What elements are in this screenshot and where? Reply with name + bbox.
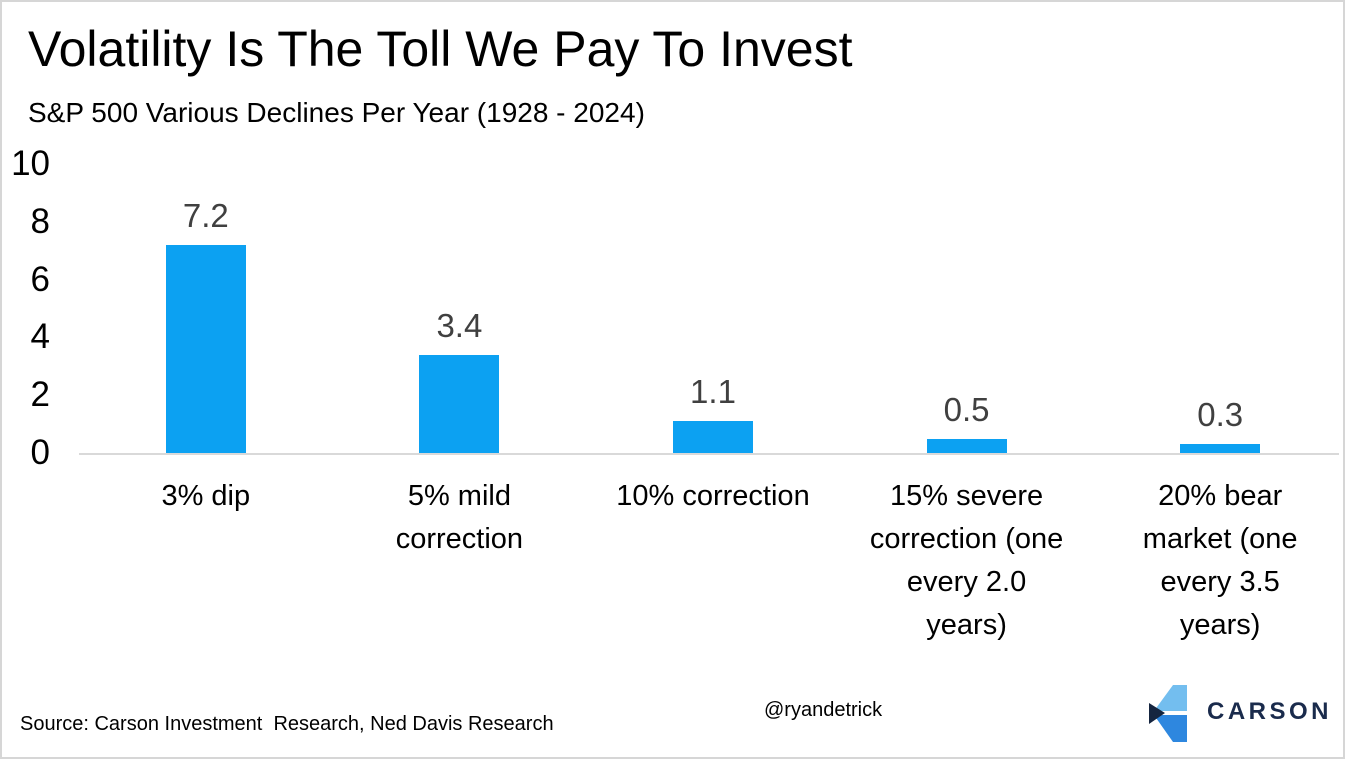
bar [1180, 444, 1261, 453]
y-tick-label: 6 [30, 259, 50, 299]
bar-slot: 3.4 [333, 164, 587, 453]
twitter-handle: @ryandetrick [764, 699, 883, 721]
x-category-label: 20% bear market (one every 3.5 years) [1142, 480, 1298, 641]
bar-slot: 7.2 [79, 164, 333, 453]
x-category-label: 10% correction [616, 480, 810, 512]
carson-logo-icon [1149, 685, 1187, 742]
bar [926, 438, 1007, 453]
bar-value-label: 0.5 [943, 390, 990, 428]
bar [419, 354, 500, 453]
y-axis: 10 8 6 4 2 0 [2, 146, 50, 471]
y-tick-label: 8 [30, 201, 50, 241]
x-category-label: 5% mild correction [395, 480, 524, 555]
bar-value-label: 7.2 [182, 196, 229, 234]
x-category-label: 3% dip [161, 480, 251, 512]
y-tick-label: 0 [30, 432, 50, 472]
chart-title: Volatility Is The Toll We Pay To Invest [28, 21, 853, 77]
x-axis-line [79, 453, 1339, 455]
bar-value-label: 3.4 [436, 306, 483, 344]
carson-logo: CARSON [1149, 685, 1332, 742]
bar-value-label: 1.1 [690, 373, 736, 411]
bar-slot: 0.5 [840, 164, 1094, 453]
bar [672, 421, 753, 453]
carson-logo-text: CARSON [1207, 697, 1333, 725]
bar [165, 244, 246, 453]
bar-value-label: 0.3 [1197, 396, 1244, 434]
x-axis-labels: 3% dip 5% mild correction 10% correction 15… [79, 475, 1343, 647]
bar-slot: 0.3 [1093, 164, 1343, 453]
chart-subtitle: S&P 500 Various Declines Per Year (1928 … [28, 97, 645, 128]
y-tick-label: 4 [30, 317, 50, 357]
bar-slot: 1.1 [586, 164, 840, 453]
source-note: Source: Carson Investment Research, Ned … [20, 713, 554, 735]
y-tick-label: 10 [11, 144, 50, 183]
y-tick-label: 2 [30, 375, 50, 415]
plot-area: 7.2 3.4 1.1 0.5 0.3 [79, 164, 1343, 455]
x-category-label: 15% severe correction (one every 2.0 yea… [869, 480, 1064, 641]
